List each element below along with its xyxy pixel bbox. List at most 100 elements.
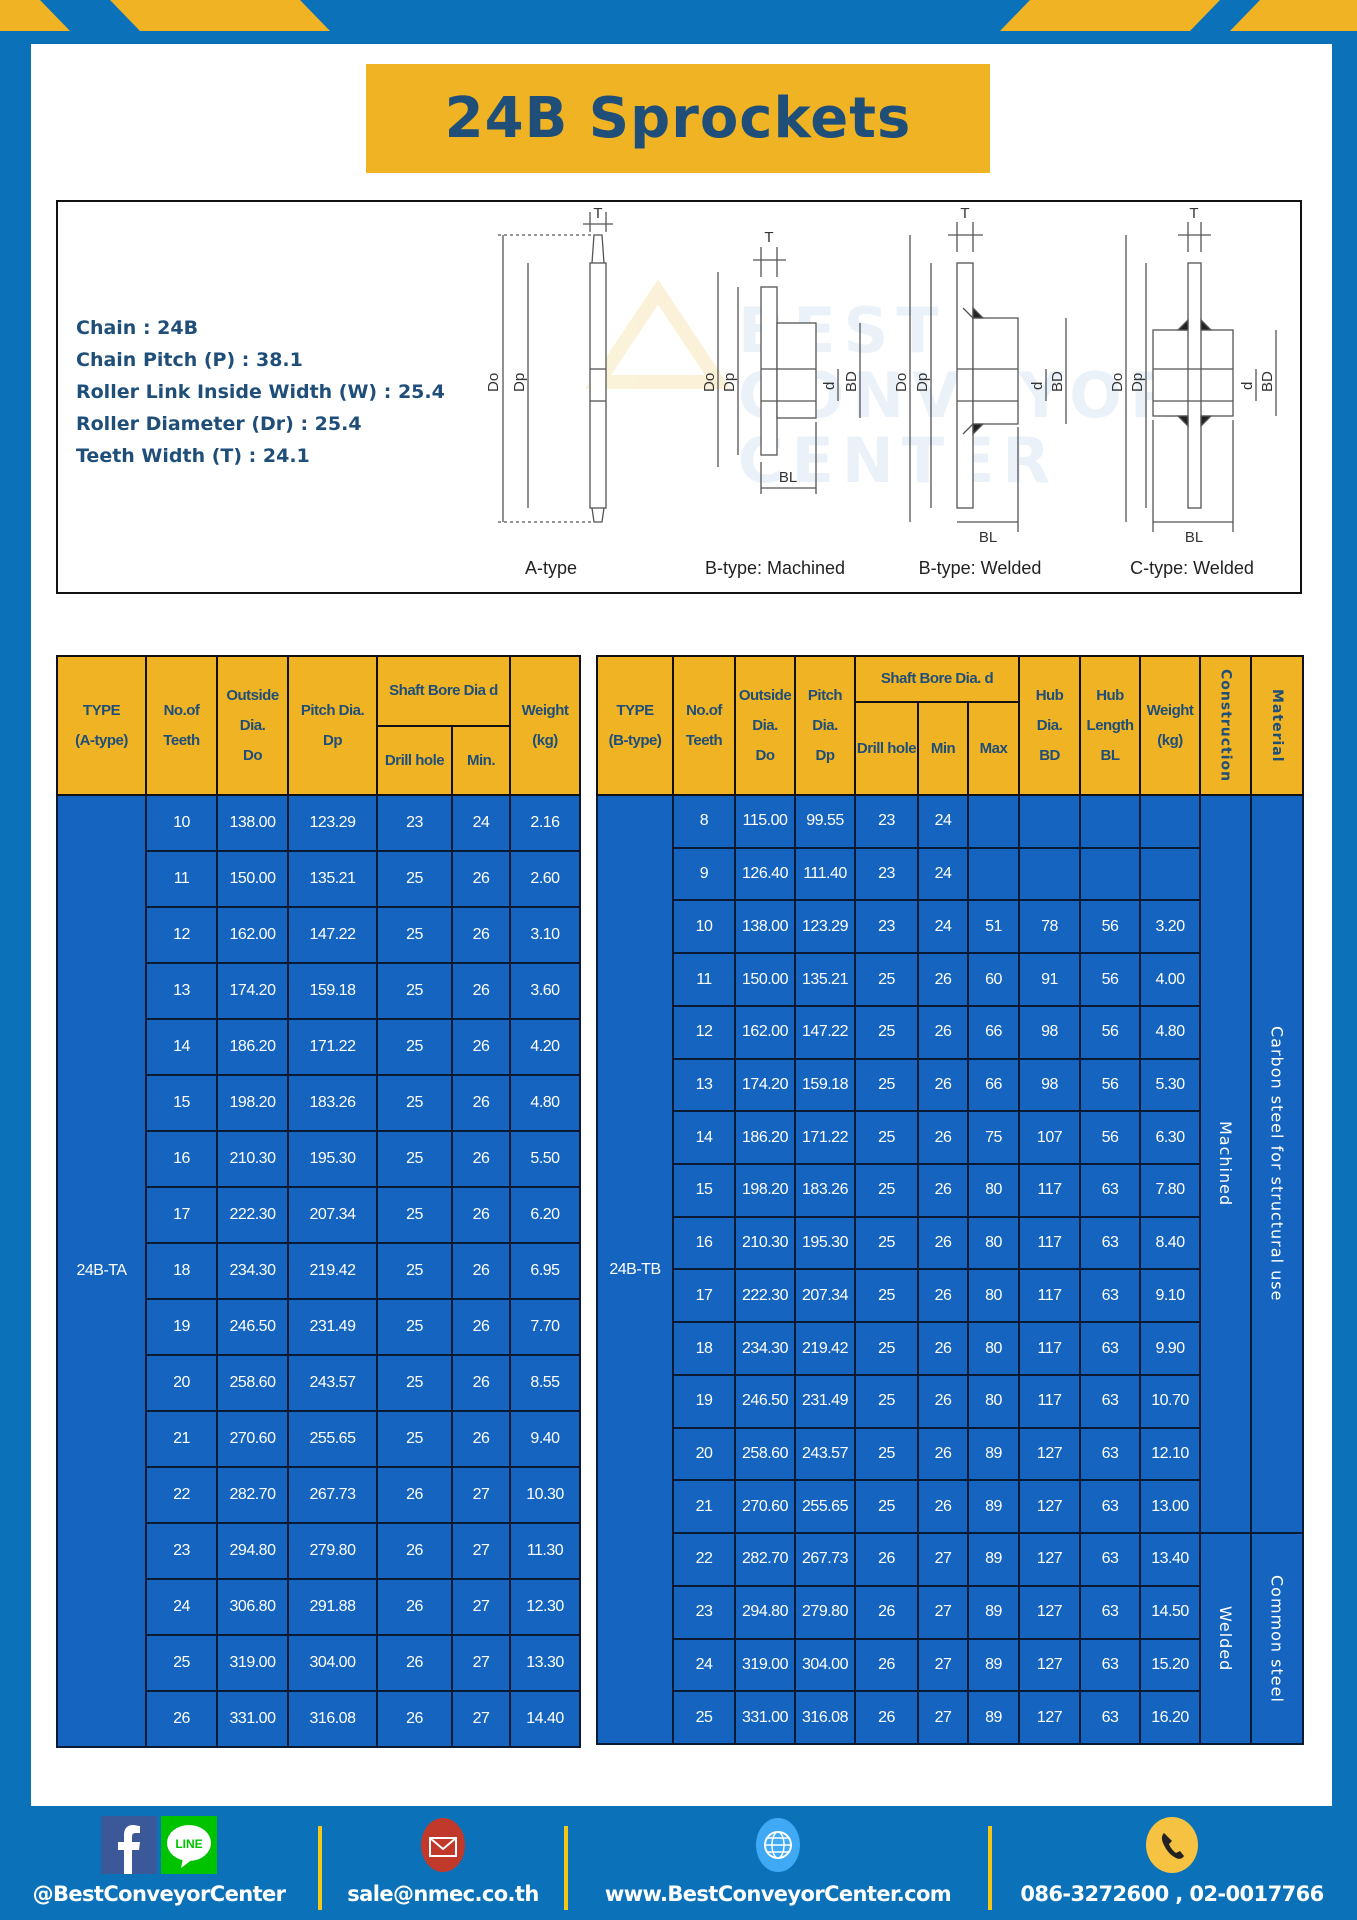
table-row: 24B-TB 8 115.00 99.55 23 24 Machined Carbon ste… [596,793,1305,1745]
cell-drill-hole: 25 [376,962,453,1020]
cell-max-bore: 66 [966,1004,1021,1060]
footer-email: sale@nmec.co.th [322,1806,564,1920]
top-stripes [0,0,1357,31]
cell-max-bore: 89 [966,1532,1021,1587]
cell-teeth: 14 [672,1110,736,1166]
table-row: 16 210.30 195.30 25 26 80 117 63 8.40 [597,1215,1303,1271]
table-row: 11 150.00 135.21 25 26 2.60 [57,850,581,908]
cell-outside-dia: 210.30 [734,1215,796,1271]
material-carbon-steel: Carbon steel for structural use [1250,793,1305,1535]
cell-outside-dia: 210.30 [216,1130,289,1188]
cell-outside-dia: 126.40 [734,846,796,902]
cell-drill-hole: 25 [376,1074,453,1132]
cell-hub-length: 56 [1079,952,1142,1007]
header-outside-dia: Outside Dia. Do [734,655,796,796]
header-min: Min [917,701,969,796]
cell-max-bore: 75 [966,1110,1021,1166]
table-row: 26 331.00 316.08 26 27 14.40 [57,1690,581,1748]
footer-social: LINE @BestConveyorCenter [0,1806,318,1920]
table-row: 9 126.40 111.40 23 24 [597,846,1303,902]
cell-hub-length: 63 [1079,1215,1142,1271]
cell-pitch-dia: 183.26 [287,1074,378,1132]
cell-outside-dia: 150.00 [734,952,796,1007]
cell-min-bore: 24 [917,899,969,955]
facebook-icon[interactable] [101,1816,157,1874]
phone-numbers[interactable]: 086-3272600 , 02-0017766 [1020,1882,1324,1906]
cell-teeth: 13 [672,1057,736,1113]
globe-icon[interactable] [756,1816,800,1874]
cell-hub-dia: 98 [1018,1004,1082,1060]
cell-min-bore: 26 [451,1242,511,1300]
cell-drill-hole: 26 [376,1690,453,1748]
label-BD: BD [843,371,860,392]
cell-weight: 13.30 [509,1634,581,1692]
cell-hub-length [1079,794,1142,849]
cell-max-bore: 60 [966,952,1021,1007]
cell-weight: 3.20 [1139,899,1202,955]
cell-outside-dia: 270.60 [734,1479,796,1535]
phone-icon[interactable] [1144,1816,1200,1874]
cell-weight: 5.50 [509,1130,581,1188]
cell-teeth: 19 [145,1298,218,1356]
spec-pitch: Chain Pitch (P) : 38.1 [76,349,303,371]
email-link[interactable]: sale@nmec.co.th [347,1882,539,1906]
cell-max-bore: 80 [966,1268,1021,1324]
table-row: 10 138.00 123.29 23 24 51 78 56 3.20 [597,899,1303,955]
sprocket-diagram: BEST CONVEYOR CENTER [485,205,1277,578]
cell-drill-hole: 25 [854,1163,919,1218]
type-cell: 24B-TA [56,794,147,1748]
cell-min-bore: 27 [451,1522,511,1580]
cell-drill-hole: 26 [376,1634,453,1692]
cell-max-bore: 51 [966,899,1021,955]
cell-pitch-dia: 207.34 [794,1268,856,1324]
cell-drill-hole: 25 [854,1426,919,1482]
header-teeth: No.of Teeth [672,655,736,796]
cell-teeth: 17 [145,1186,218,1244]
cell-teeth: 8 [672,794,736,849]
cell-max-bore: 80 [966,1321,1021,1376]
cell-hub-length: 63 [1079,1268,1142,1324]
cell-drill-hole: 26 [854,1532,919,1587]
table-row: 21 270.60 255.65 25 26 89 127 63 13.00 [597,1479,1303,1535]
label-BL: BL [979,529,997,546]
website-link[interactable]: www.BestConveyorCenter.com [604,1882,952,1906]
cell-outside-dia: 246.50 [734,1373,796,1429]
cell-drill-hole: 25 [854,1110,919,1166]
label-Dp: Dp [511,373,528,392]
cell-pitch-dia: 304.00 [794,1637,856,1693]
cell-pitch-dia: 111.40 [794,846,856,902]
cell-outside-dia: 186.20 [734,1110,796,1166]
cell-outside-dia: 270.60 [216,1410,289,1468]
cell-drill-hole: 25 [854,1215,919,1271]
type-label-b-welded: B-type: Welded [919,558,1042,578]
cell-outside-dia: 294.80 [216,1522,289,1580]
cell-teeth: 22 [145,1466,218,1524]
cell-min-bore: 26 [917,1004,969,1060]
header-outside-dia: Outside Dia. Do [216,655,289,796]
cell-min-bore: 26 [917,1110,969,1166]
table-row: 22 282.70 267.73 26 27 10.30 [57,1466,581,1524]
cell-max-bore [966,846,1021,902]
cell-hub-dia [1018,794,1082,849]
line-icon[interactable]: LINE [161,1816,217,1874]
cell-teeth: 21 [672,1479,736,1535]
cell-drill-hole: 25 [854,1057,919,1113]
construction-machined: Machined [1199,793,1253,1535]
cell-weight: 7.80 [1139,1163,1202,1218]
table-row: 12 162.00 147.22 25 26 66 98 56 4.80 [597,1004,1303,1060]
cell-hub-dia: 127 [1018,1426,1082,1482]
cell-outside-dia: 174.20 [216,962,289,1020]
email-icon[interactable] [421,1816,465,1874]
cell-pitch-dia: 135.21 [794,952,856,1007]
cell-hub-length: 63 [1079,1163,1142,1218]
cell-pitch-dia: 304.00 [287,1634,378,1692]
social-handle[interactable]: @BestConveyorCenter [32,1882,286,1906]
table-row: 17 222.30 207.34 25 26 80 117 63 9.10 [597,1268,1303,1324]
cell-drill-hole: 25 [854,1268,919,1324]
cell-drill-hole: 25 [376,1130,453,1188]
cell-teeth: 18 [145,1242,218,1300]
cell-weight: 13.00 [1139,1479,1202,1535]
header-shaft-bore: Shaft Bore Dia. d [853,655,1021,703]
label-Do: Do [893,373,910,392]
cell-hub-length: 63 [1079,1637,1142,1693]
